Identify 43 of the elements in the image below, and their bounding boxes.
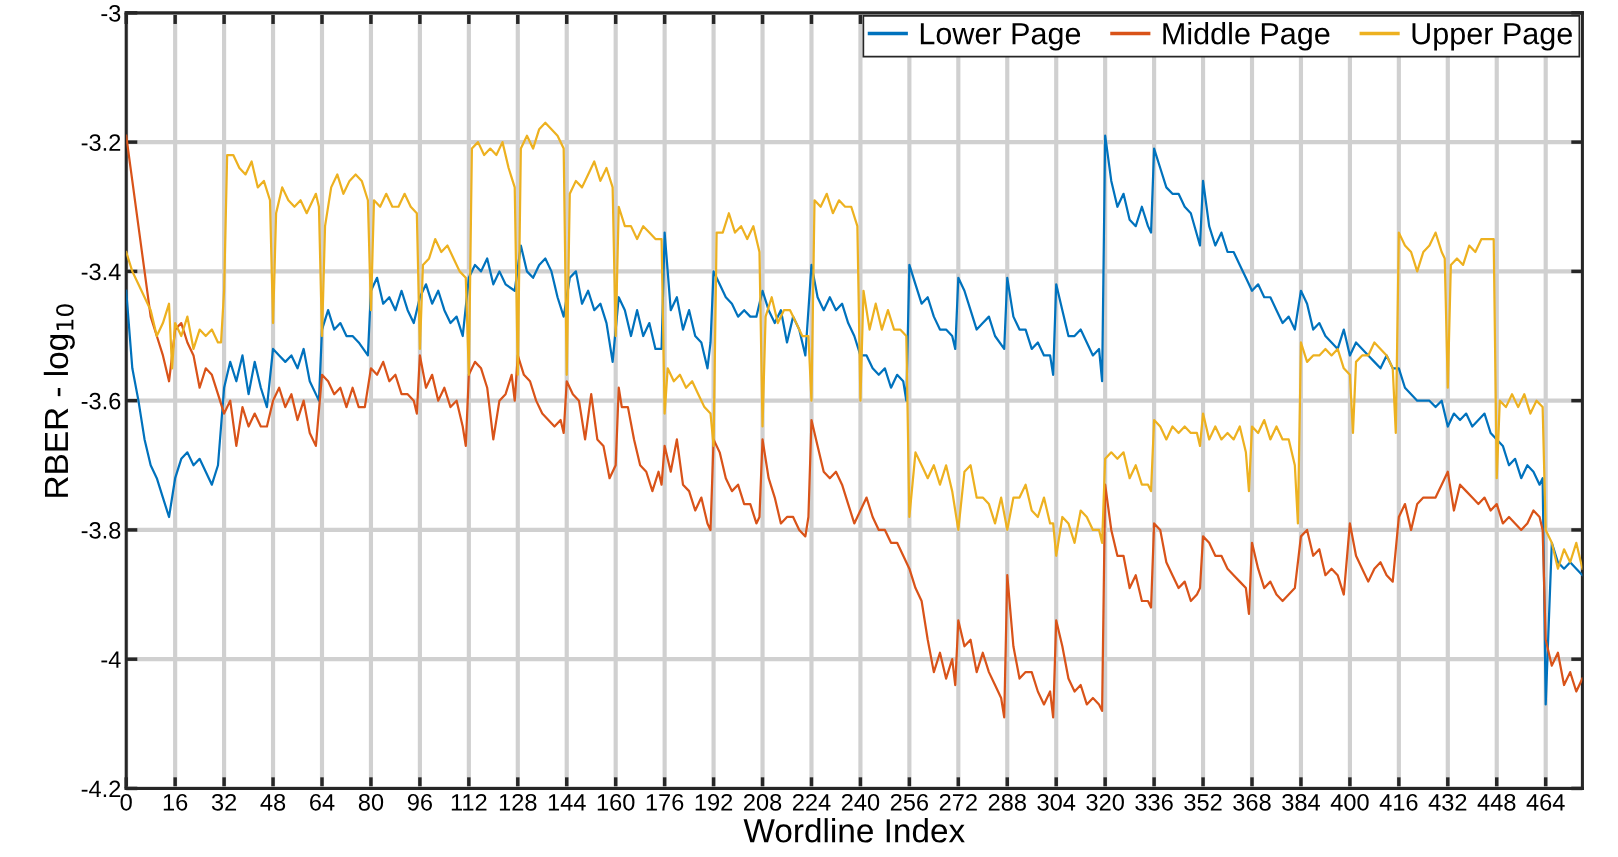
x-tick-label: 304 — [1037, 793, 1076, 811]
y-tick-label: -3.6 — [81, 392, 121, 410]
x-tick-label: 192 — [695, 793, 733, 811]
x-tick-label: 160 — [597, 793, 635, 811]
y-tick-label: -3.8 — [81, 521, 121, 539]
x-tick-label: 128 — [499, 793, 537, 811]
x-tick-label: 448 — [1477, 793, 1516, 811]
x-tick-label: 80 — [358, 793, 384, 811]
x-tick-label: 176 — [646, 793, 684, 811]
x-tick-label: 416 — [1379, 793, 1418, 811]
x-tick-label: 432 — [1428, 793, 1467, 811]
x-tick-label: 48 — [260, 793, 286, 811]
x-tick-label: 336 — [1135, 793, 1173, 811]
x-tick-label: 464 — [1526, 793, 1565, 811]
y-tick-label: -4 — [101, 651, 121, 668]
legend-label: Middle Page — [1163, 22, 1330, 51]
x-tick-label: 64 — [310, 793, 335, 811]
x-tick-label: 32 — [211, 793, 237, 811]
y-tick-label: -3.2 — [81, 134, 121, 151]
x-tick-label: 208 — [744, 793, 782, 811]
x-tick-label: 224 — [792, 793, 831, 811]
x-tick-label: 0 — [120, 793, 132, 811]
legend-label: Upper Page — [1412, 23, 1572, 51]
x-tick-label: 320 — [1086, 793, 1124, 811]
x-tick-label: 112 — [451, 793, 487, 811]
x-tick-label: 240 — [841, 793, 880, 811]
x-axis-title: Wordline Index — [743, 818, 965, 843]
x-tick-label: 96 — [407, 793, 432, 811]
x-tick-label: 144 — [548, 794, 586, 811]
legend-label: Lower Page — [920, 23, 1081, 51]
y-tick-label: -4.2 — [81, 780, 121, 797]
line-series — [126, 121, 1583, 570]
x-tick-label: 384 — [1282, 793, 1320, 811]
x-tick-label: 368 — [1233, 793, 1271, 811]
y-tick-label: -3 — [101, 4, 121, 22]
x-tick-label: 16 — [163, 793, 188, 811]
x-tick-label: 352 — [1184, 793, 1222, 811]
y-tick-label: -3.4 — [81, 263, 121, 281]
y-axis-title: RBER - log$_{10}$ — [43, 304, 75, 497]
x-tick-label: 272 — [939, 793, 977, 811]
x-tick-label: 288 — [988, 793, 1026, 811]
x-tick-label: 400 — [1330, 793, 1369, 811]
x-tick-label: 256 — [890, 793, 929, 811]
